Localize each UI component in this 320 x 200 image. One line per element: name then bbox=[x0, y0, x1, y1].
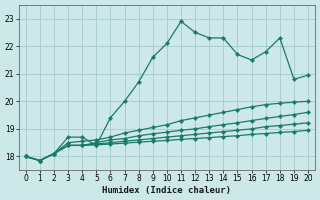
X-axis label: Humidex (Indice chaleur): Humidex (Indice chaleur) bbox=[102, 186, 231, 195]
